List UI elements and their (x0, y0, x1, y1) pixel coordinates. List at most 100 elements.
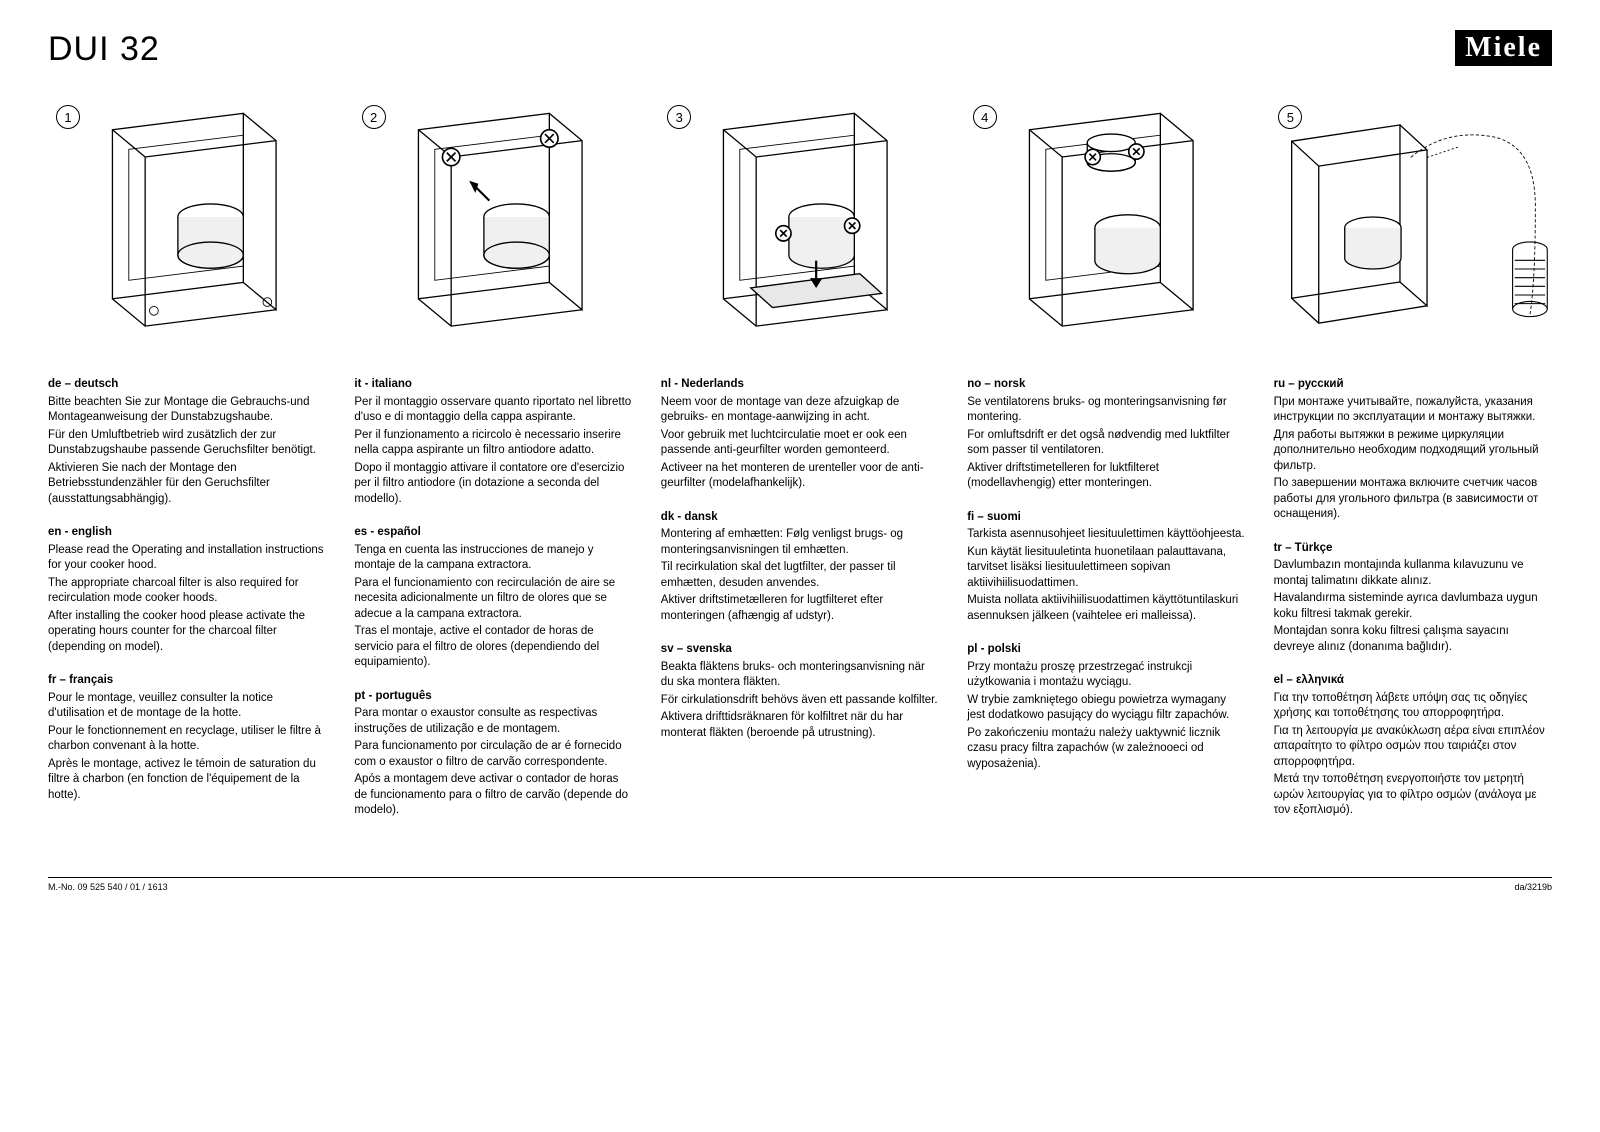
language-block: es - español Tenga en cuenta las instrucc… (354, 525, 632, 671)
paragraph: Pour le montage, veuillez consulter la n… (48, 691, 326, 722)
text-columns: de – deutsch Bitte beachten Sie zur Monta… (48, 377, 1552, 837)
language-title: en - english (48, 525, 326, 541)
figure-number-2: 2 (362, 105, 386, 129)
paragraph: Se ventilatorens bruks- og monteringsanv… (967, 395, 1245, 426)
language-title: it - italiano (354, 377, 632, 393)
footer-right: da/3219b (1514, 882, 1552, 892)
language-text: Neem voor de montage van deze afzuigkap … (661, 395, 939, 492)
column-3: nl - Nederlands Neem voor de montage van … (661, 377, 939, 837)
paragraph: The appropriate charcoal filter is also … (48, 576, 326, 607)
language-block: it - italiano Per il montaggio osservare … (354, 377, 632, 507)
language-text: Para montar o exaustor consulte as respe… (354, 706, 632, 819)
paragraph: Til recirkulation skal det lugtfilter, d… (661, 560, 939, 591)
language-block: pt - portuguêsPara montar o exaustor con… (354, 689, 632, 819)
paragraph: Kun käytät liesituuletinta huonetilaan p… (967, 545, 1245, 592)
figure-number-1: 1 (56, 105, 80, 129)
paragraph: Για τη λειτουργία με ανακύκλωση αέρα είν… (1274, 724, 1552, 771)
paragraph: For omluftsdrift er det også nødvendig m… (967, 428, 1245, 459)
figure-4-image (965, 97, 1247, 337)
language-block: tr – TürkçeDavlumbazın montajında kullan… (1274, 541, 1552, 656)
paragraph: Per il montaggio osservare quanto riport… (354, 395, 632, 426)
page-footer: M.-No. 09 525 540 / 01 / 1613 da/3219b (48, 877, 1552, 892)
paragraph: Aktivieren Sie nach der Montage den Betr… (48, 461, 326, 508)
paragraph: Please read the Operating and installati… (48, 543, 326, 574)
language-block: fi – suomiTarkista asennusohjeet liesitu… (967, 510, 1245, 625)
page-header: DUI 32 Miele (48, 30, 1552, 69)
language-title: es - español (354, 525, 632, 541)
language-text: Davlumbazın montajında kullanma kılavuzu… (1274, 558, 1552, 655)
language-text: Se ventilatorens bruks- og monteringsanv… (967, 395, 1245, 492)
language-block: pl - polski Przy montażu proszę przestrze… (967, 642, 1245, 772)
paragraph: Tarkista asennusohjeet liesituulettimen … (967, 527, 1245, 543)
paragraph: Muista nollata aktiivihiilisuodattimen k… (967, 593, 1245, 624)
paragraph: Davlumbazın montajında kullanma kılavuzu… (1274, 558, 1552, 589)
language-title: fr – français (48, 673, 326, 689)
language-title: el – ελληνικά (1274, 673, 1552, 689)
language-block: dk - danskMontering af emhætten: Følg ve… (661, 510, 939, 625)
paragraph: Havalandırma sisteminde ayrıca davlumbaz… (1274, 591, 1552, 622)
paragraph: Après le montage, activez le témoin de s… (48, 757, 326, 804)
language-title: pt - português (354, 689, 632, 705)
column-2: it - italiano Per il montaggio osservare … (354, 377, 632, 837)
language-block: de – deutsch Bitte beachten Sie zur Monta… (48, 377, 326, 507)
paragraph: Für den Umluftbetrieb wird zusätzlich de… (48, 428, 326, 459)
paragraph: Aktivera drifttidsräknaren för kolfiltre… (661, 710, 939, 741)
figure-1: 1 (48, 97, 330, 337)
figure-number-4: 4 (973, 105, 997, 129)
language-text: Beakta fläktens bruks- och monteringsanv… (661, 660, 939, 742)
language-text: Please read the Operating and installati… (48, 543, 326, 656)
figure-3-image (659, 97, 941, 337)
language-text: Montering af emhætten: Følg venligst bru… (661, 527, 939, 624)
paragraph: При монтаже учитывайте, пожалуйста, указ… (1274, 395, 1552, 426)
figure-2: 2 (354, 97, 636, 337)
language-block: el – ελληνικά Για την τοποθέτηση λάβετε υ… (1274, 673, 1552, 819)
paragraph: W trybie zamkniętego obiegu powietrza wy… (967, 693, 1245, 724)
column-5: ru – русский При монтаже учитывайте, пожа… (1274, 377, 1552, 837)
language-block: no – norsk Se ventilatorens bruks- og mon… (967, 377, 1245, 492)
paragraph: Po zakończeniu montażu należy uaktywnić … (967, 726, 1245, 773)
paragraph: Για την τοποθέτηση λάβετε υπόψη σας τις … (1274, 691, 1552, 722)
paragraph: Pour le fonctionnement en recyclage, uti… (48, 724, 326, 755)
language-block: sv – svenska Beakta fläktens bruks- och m… (661, 642, 939, 741)
page-title: DUI 32 (48, 30, 160, 69)
language-title: ru – русский (1274, 377, 1552, 393)
language-text: Przy montażu proszę przestrzegać instruk… (967, 660, 1245, 773)
language-title: no – norsk (967, 377, 1245, 393)
paragraph: Neem voor de montage van deze afzuigkap … (661, 395, 939, 426)
footer-left: M.-No. 09 525 540 / 01 / 1613 (48, 882, 168, 892)
language-title: tr – Türkçe (1274, 541, 1552, 557)
language-block: nl - Nederlands Neem voor de montage van … (661, 377, 939, 492)
column-1: de – deutsch Bitte beachten Sie zur Monta… (48, 377, 326, 837)
paragraph: Tras el montaje, active el contador de h… (354, 624, 632, 671)
language-block: ru – русский При монтаже учитывайте, пожа… (1274, 377, 1552, 523)
paragraph: Dopo il montaggio attivare il contatore … (354, 461, 632, 508)
paragraph: Bitte beachten Sie zur Montage die Gebra… (48, 395, 326, 426)
paragraph: After installing the cooker hood please … (48, 609, 326, 656)
language-title: de – deutsch (48, 377, 326, 393)
paragraph: Aktiver driftstimetelleren for luktfilte… (967, 461, 1245, 492)
paragraph: Para funcionamento por circulação de ar … (354, 739, 632, 770)
figure-5: 5 (1270, 97, 1552, 337)
language-title: fi – suomi (967, 510, 1245, 526)
language-text: Tarkista asennusohjeet liesituulettimen … (967, 527, 1245, 624)
figure-3: 3 (659, 97, 941, 337)
paragraph: По завершении монтажа включите счетчик ч… (1274, 476, 1552, 523)
column-4: no – norsk Se ventilatorens bruks- og mon… (967, 377, 1245, 837)
paragraph: För cirkulationsdrift behövs även ett pa… (661, 693, 939, 709)
paragraph: Aktiver driftstimetælleren for lugtfilte… (661, 593, 939, 624)
language-text: Tenga en cuenta las instrucciones de man… (354, 543, 632, 671)
language-block: fr – français Pour le montage, veuillez c… (48, 673, 326, 803)
brand-logo: Miele (1455, 30, 1552, 66)
figure-5-image (1270, 97, 1552, 337)
language-block: en - english Please read the Operating an… (48, 525, 326, 655)
language-title: sv – svenska (661, 642, 939, 658)
paragraph: Para el funcionamiento con recirculación… (354, 576, 632, 623)
figure-1-image (48, 97, 330, 337)
paragraph: Beakta fläktens bruks- och monteringsanv… (661, 660, 939, 691)
language-title: nl - Nederlands (661, 377, 939, 393)
paragraph: Przy montażu proszę przestrzegać instruk… (967, 660, 1245, 691)
figure-number-3: 3 (667, 105, 691, 129)
figure-4: 4 (965, 97, 1247, 337)
language-title: pl - polski (967, 642, 1245, 658)
paragraph: Voor gebruik met luchtcirculatie moet er… (661, 428, 939, 459)
